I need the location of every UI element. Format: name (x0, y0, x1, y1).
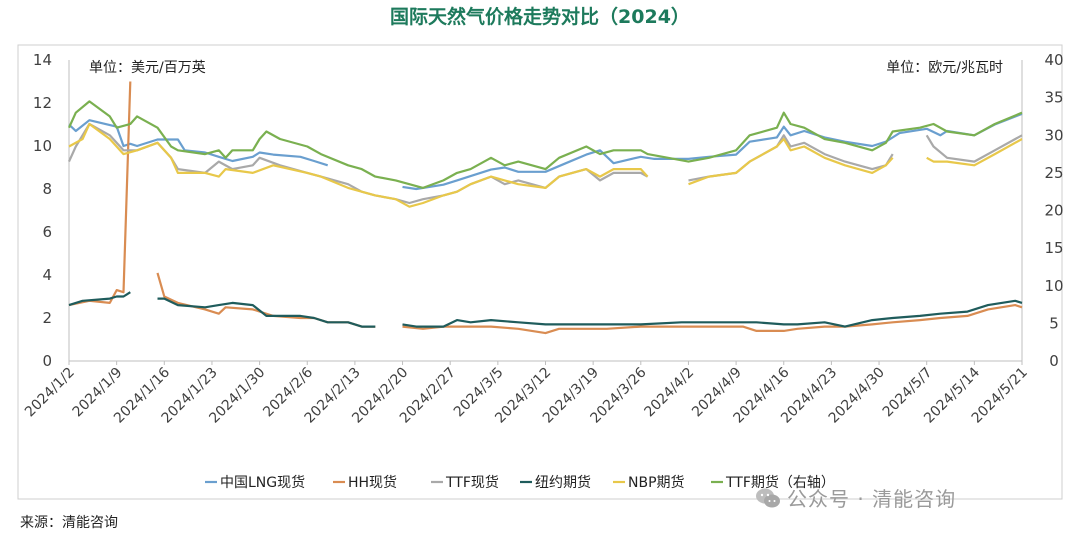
right-tick-label: 20 (1044, 202, 1063, 220)
series-line-2 (68, 81, 1023, 335)
legend-label-2: HH现货 (348, 474, 397, 491)
x-axis-ticks: 2024/1/22024/1/92024/1/162024/1/232024/1… (22, 361, 1031, 427)
source-note: 来源：清能咨询 (20, 515, 118, 531)
right-tick-label: 0 (1049, 352, 1059, 370)
x-tick-label: 2024/1/2 (22, 365, 78, 421)
legend: 中国LNG现货 HH现货 TTF现货 纽约期货 NBP期货 TTF期货（右轴） (205, 474, 835, 491)
left-tick-label: 8 (42, 180, 52, 198)
left-axis-ticks: 0 2 4 6 8 10 12 14 (33, 51, 52, 370)
left-tick-label: 4 (42, 266, 52, 284)
legend-label-5: NBP期货 (628, 474, 685, 491)
watermark-text: 公众号 · 清能咨询 (787, 487, 957, 511)
series-line-5 (68, 122, 1023, 208)
right-tick-label: 15 (1044, 239, 1063, 257)
left-tick-label: 2 (42, 309, 52, 327)
legend-label-6: TTF期货（右轴） (725, 474, 835, 491)
right-tick-label: 40 (1044, 51, 1063, 69)
left-tick-label: 10 (33, 137, 52, 155)
right-tick-label: 5 (1049, 314, 1059, 332)
plot-grid (68, 60, 1023, 362)
legend-label-3: TTF现货 (445, 474, 499, 491)
legend-label-4: 纽约期货 (535, 474, 591, 491)
left-tick-label: 6 (42, 223, 52, 241)
left-tick-label: 14 (33, 51, 52, 69)
right-axis-unit-label: 单位：欧元/兆瓦时 (886, 60, 1003, 76)
series-line-4 (68, 291, 1023, 328)
left-tick-label: 12 (33, 94, 52, 112)
right-tick-label: 25 (1044, 164, 1063, 182)
chart-title: 国际天然气价格走势对比（2024） (390, 5, 690, 28)
wechat-icon (755, 487, 781, 509)
right-tick-label: 10 (1044, 277, 1063, 295)
right-tick-label: 30 (1044, 126, 1063, 144)
chart-border (17, 44, 1063, 500)
series-line-6 (67, 100, 1023, 189)
right-axis-ticks: 0 5 10 15 20 25 30 35 40 (1044, 51, 1063, 370)
right-tick-label: 35 (1044, 89, 1063, 107)
watermark: 公众号 · 清能咨询 (755, 483, 956, 512)
left-axis-unit-label: 单位：美元/百万英 (89, 59, 206, 76)
legend-label-1: 中国LNG现货 (220, 474, 305, 491)
left-tick-label: 0 (42, 352, 52, 370)
series-line-3 (67, 122, 1023, 205)
x-tick-label: 2024/4/2 (641, 365, 697, 421)
series-lines (67, 81, 1023, 335)
